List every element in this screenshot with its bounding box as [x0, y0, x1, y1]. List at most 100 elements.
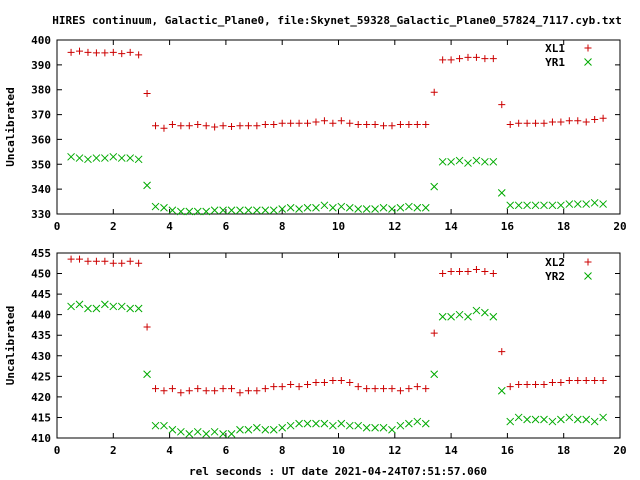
data-point [202, 207, 211, 216]
data-point [591, 376, 599, 384]
data-point [574, 376, 582, 384]
data-point [447, 56, 455, 64]
data-point [497, 386, 506, 395]
data-point [143, 181, 151, 190]
data-point [590, 198, 599, 207]
data-point [126, 257, 134, 265]
data-point [405, 202, 413, 211]
x-tick-label: 20 [613, 444, 626, 457]
data-point [371, 385, 379, 393]
x-tick-label: 10 [332, 444, 345, 457]
data-point [523, 415, 531, 424]
data-point [371, 121, 379, 129]
data-point [354, 205, 363, 213]
legend-marker [584, 58, 592, 66]
legend-marker [584, 272, 592, 280]
data-point [84, 48, 92, 56]
data-point [506, 121, 514, 129]
y-tick-label: 330 [31, 208, 51, 221]
data-point [329, 119, 337, 127]
data-point [565, 200, 574, 208]
data-point [244, 425, 253, 434]
data-point [210, 427, 219, 436]
y-tick-label: 350 [31, 158, 51, 171]
data-point [227, 430, 236, 438]
data-point [219, 385, 227, 393]
x-tick-label: 10 [332, 220, 345, 233]
data-point [532, 119, 540, 127]
data-point [287, 381, 295, 389]
data-point [557, 118, 565, 126]
data-point [380, 385, 388, 393]
data-point [523, 381, 531, 389]
data-point [92, 257, 100, 265]
data-point [210, 206, 219, 215]
data-point [151, 421, 160, 430]
data-point [67, 302, 75, 311]
data-point [599, 376, 607, 384]
data-point [185, 207, 194, 216]
data-point [599, 413, 607, 422]
x-tick-label: 0 [54, 444, 61, 457]
data-point [590, 417, 599, 426]
data-point [396, 421, 405, 430]
data-point [430, 88, 438, 96]
data-point [405, 385, 413, 393]
x-tick-label: 8 [279, 220, 286, 233]
data-point [413, 417, 422, 426]
data-point [472, 156, 481, 165]
data-point [565, 413, 574, 422]
data-point [160, 421, 168, 430]
data-point [261, 206, 270, 215]
data-point [531, 201, 540, 210]
data-point [362, 423, 371, 432]
y-tick-label: 430 [31, 350, 51, 363]
data-point [396, 387, 404, 395]
data-point [320, 201, 329, 210]
data-point [76, 255, 84, 263]
y-tick-label: 400 [31, 34, 51, 47]
data-point [236, 389, 244, 397]
data-point [261, 385, 269, 393]
data-point [337, 419, 346, 428]
data-point [270, 121, 278, 129]
plot-frame [56, 252, 621, 439]
data-point [582, 200, 591, 208]
legend-label: XL1 [545, 42, 565, 55]
data-point [557, 201, 565, 210]
data-point [202, 430, 211, 438]
data-point [481, 55, 489, 63]
data-point [304, 119, 312, 127]
legend-label: YR2 [545, 270, 565, 283]
data-point [472, 265, 480, 273]
x-tick-label: 6 [223, 220, 230, 233]
data-point [236, 122, 244, 130]
data-point [345, 203, 354, 212]
y-tick-label: 370 [31, 109, 51, 122]
data-point [303, 419, 312, 428]
data-point [456, 55, 464, 63]
data-point [270, 383, 278, 391]
data-point [481, 268, 489, 275]
data-point [135, 51, 143, 59]
data-point [236, 425, 244, 434]
data-point [371, 423, 379, 432]
data-point [599, 114, 607, 122]
data-point [109, 152, 118, 161]
data-point [295, 119, 303, 127]
data-point [295, 419, 303, 428]
data-point [540, 381, 548, 389]
series-yr1 [67, 152, 607, 216]
data-point [388, 205, 396, 213]
data-point [464, 312, 472, 321]
data-point [489, 312, 498, 321]
data-point [211, 387, 219, 395]
data-point [413, 203, 422, 212]
data-point [75, 300, 84, 309]
data-point [76, 47, 84, 55]
data-point [278, 383, 286, 391]
data-point [312, 379, 320, 386]
data-point [168, 425, 177, 434]
data-point [472, 306, 481, 315]
